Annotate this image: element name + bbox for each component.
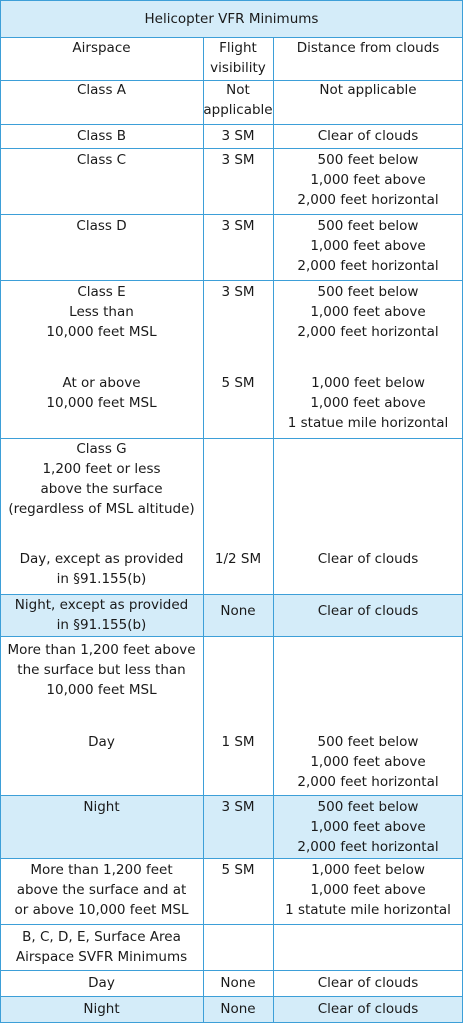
cell-text: 500 feet below [317, 284, 419, 300]
cell-text: None [220, 1001, 256, 1017]
row-line [0, 996, 463, 997]
cell-text: 3 SM [221, 152, 255, 168]
cell-text: 500 feet below [317, 799, 419, 815]
cell-text: Class E [77, 284, 126, 300]
cell-text: More than 1,200 feet [30, 862, 173, 878]
cell-text: 3 SM [221, 218, 255, 234]
cell-text: 3 SM [221, 799, 255, 815]
cell-text: Not [226, 82, 250, 98]
cell-text: More than 1,200 feet above [7, 642, 196, 658]
cell-text: None [220, 603, 256, 619]
cell-text: 1,000 feet above [310, 172, 426, 188]
row-bg [0, 795, 463, 858]
cell-text: Class C [76, 152, 127, 168]
cell-text: above the surface [40, 481, 163, 497]
col-line [273, 37, 274, 1023]
cell-text: Distance from clouds [296, 40, 440, 56]
cell-text: 10,000 feet MSL [46, 682, 157, 698]
cell-text: 5 SM [221, 375, 255, 391]
cell-text: 500 feet below [317, 152, 419, 168]
cell-text: applicable [203, 102, 273, 118]
cell-text: Class G [76, 441, 127, 457]
row-line [0, 594, 463, 595]
cell-text: Airspace SVFR Minimums [15, 949, 188, 965]
border [0, 0, 1, 1023]
cell-text: Night [83, 1001, 120, 1017]
cell-text: Class B [76, 128, 127, 144]
cell-text: 2,000 feet horizontal [297, 839, 439, 855]
cell-text: 10,000 feet MSL [46, 395, 157, 411]
cell-text: the surface but less than [17, 662, 186, 678]
cell-text: 1,000 feet above [310, 238, 426, 254]
cell-text: 2,000 feet horizontal [297, 774, 439, 790]
cell-text: 3 SM [221, 128, 255, 144]
cell-text: Class D [76, 218, 127, 234]
cell-text: 2,000 feet horizontal [297, 324, 439, 340]
row-bg [0, 594, 463, 636]
cell-text: B, C, D, E, Surface Area [22, 929, 181, 945]
cell-text: Not applicable [319, 82, 417, 98]
cell-text: 1,000 feet above [310, 395, 426, 411]
cell-text: Less than [69, 304, 134, 320]
cell-text: Flight [219, 40, 257, 56]
row-line [0, 124, 463, 125]
cell-text: 2,000 feet horizontal [297, 192, 439, 208]
cell-text: 1,000 feet above [310, 819, 426, 835]
cell-text: 1 statue mile horizontal [287, 415, 449, 431]
cell-text: 5 SM [221, 862, 255, 878]
cell-text: 1,000 feet below [311, 375, 425, 391]
row-line [0, 795, 463, 796]
cell-text: Day, except as provided [19, 551, 184, 567]
cell-text: None [220, 975, 256, 991]
row-line [0, 1022, 463, 1023]
cell-text: visibility [210, 60, 266, 76]
title-bg [0, 0, 463, 37]
cell-text: 500 feet below [317, 734, 419, 750]
cell-text: in §91.155(b) [56, 617, 147, 633]
cell-text: above the surface and at [16, 882, 187, 898]
cell-text: Clear of clouds [317, 603, 419, 619]
cell-text: At or above [62, 375, 141, 391]
cell-text: 2,000 feet horizontal [297, 258, 439, 274]
row-line [0, 148, 463, 149]
cell-text: Clear of clouds [317, 975, 419, 991]
cell-text: 1,000 feet above [310, 304, 426, 320]
cell-text: or above 10,000 feet MSL [14, 902, 189, 918]
cell-text: in §91.155(b) [56, 571, 147, 587]
cell-text: Class A [76, 82, 127, 98]
cell-text: 1,000 feet above [310, 754, 426, 770]
cell-text: 1,000 feet below [311, 862, 425, 878]
cell-text: Clear of clouds [317, 551, 419, 567]
cell-text: 1,000 feet above [310, 882, 426, 898]
row-line [0, 37, 463, 38]
row-line [0, 214, 463, 215]
border [0, 0, 463, 1]
row-line [0, 636, 463, 637]
cell-text: 1 statute mile horizontal [285, 902, 451, 918]
table-title: Helicopter VFR Minimums [144, 11, 319, 27]
cell-text: Night [83, 799, 120, 815]
cell-text: 1 SM [221, 734, 255, 750]
row-line [0, 924, 463, 925]
row-line [0, 858, 463, 859]
cell-text: Clear of clouds [317, 1001, 419, 1017]
row-line [0, 970, 463, 971]
row-bg [0, 996, 463, 1022]
row-line [0, 280, 463, 281]
cell-text: 1/2 SM [214, 551, 262, 567]
cell-text: Night, except as provided [14, 597, 189, 613]
col-line [203, 37, 204, 1023]
cell-text: 3 SM [221, 284, 255, 300]
row-line [0, 438, 463, 439]
cell-text: Clear of clouds [317, 128, 419, 144]
cell-text: (regardless of MSL altitude) [8, 501, 195, 517]
cell-text: 500 feet below [317, 218, 419, 234]
row-line [0, 80, 463, 81]
cell-text: Airspace [72, 40, 131, 56]
cell-text: Day [88, 734, 115, 750]
cell-text: 10,000 feet MSL [46, 324, 157, 340]
cell-text: Day [88, 975, 115, 991]
cell-text: 1,200 feet or less [42, 461, 161, 477]
